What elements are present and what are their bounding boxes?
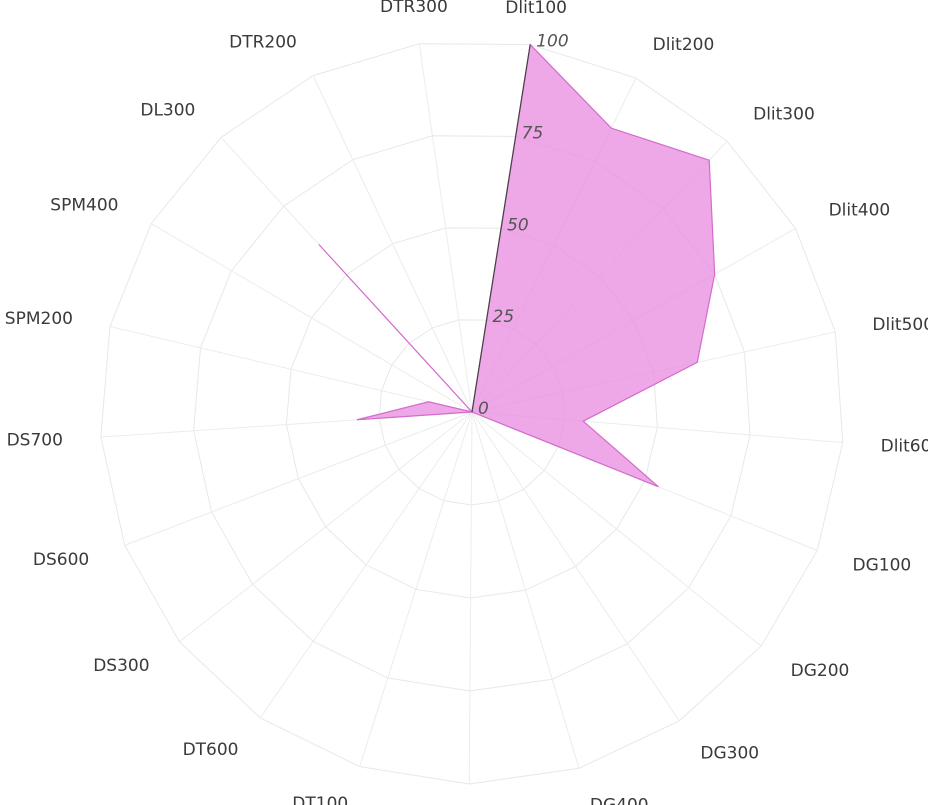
category-label-DTR200: DTR200 [229, 32, 297, 52]
spoke-SPM200 [109, 326, 473, 413]
spoke-DG200 [471, 411, 762, 647]
tick-label-0: 0 [478, 399, 489, 419]
category-label-DT100: DT100 [292, 794, 348, 805]
grid-ring-100 [100, 43, 844, 785]
category-label-DG400: DG400 [590, 796, 649, 805]
tick-label-25: 25 [493, 307, 515, 327]
category-label-Dlit200: Dlit200 [653, 35, 715, 55]
category-label-DL300: DL300 [140, 100, 195, 120]
tick-label-50: 50 [507, 215, 529, 235]
radar-series [318, 43, 716, 488]
spoke-DT100 [359, 411, 473, 767]
spoke-DG600 [468, 411, 473, 784]
category-label-SPM400: SPM400 [50, 195, 118, 215]
category-label-DS600: DS600 [33, 550, 89, 570]
category-label-Dlit100: Dlit100 [505, 0, 567, 18]
category-label-DG200: DG200 [791, 661, 850, 681]
spoke-DTR300 [418, 43, 473, 413]
tick-label-75: 75 [522, 123, 544, 143]
category-label-SPM200: SPM200 [5, 309, 73, 329]
spoke-DT600 [259, 411, 473, 719]
category-label-Dlit600: Dlit600 [881, 437, 928, 457]
spoke-DG400 [471, 411, 580, 769]
radial-axis: 0 25 50 75 100 [471, 32, 569, 419]
category-label-DS700: DS700 [7, 431, 63, 451]
category-label-DG100: DG100 [853, 556, 912, 576]
category-label-Dlit400: Dlit400 [829, 201, 891, 221]
radial-axis-line [471, 44, 531, 413]
category-label-DG300: DG300 [700, 743, 759, 763]
series-area-0 [318, 43, 716, 488]
tick-label-100: 100 [536, 32, 568, 52]
radar-grid [100, 43, 844, 785]
category-label-DT600: DT600 [183, 740, 239, 760]
category-label-Dlit500: Dlit500 [872, 315, 928, 335]
spoke-DTR200 [312, 75, 473, 413]
category-label-DTR300: DTR300 [380, 0, 448, 17]
category-label-Dlit300: Dlit300 [753, 105, 815, 125]
spoke-DG300 [471, 411, 680, 722]
spoke-DS300 [179, 411, 473, 643]
grid-ring-75 [193, 135, 751, 692]
spoke-SPM400 [150, 223, 473, 413]
category-labels: Dlit100 Dlit200 Dlit300 Dlit400 Dlit500 Dlit6… [5, 0, 928, 805]
spoke-DS600 [124, 411, 473, 546]
category-label-DS300: DS300 [93, 656, 149, 676]
